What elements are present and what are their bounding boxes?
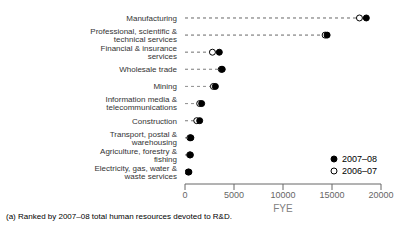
html-text:(a) Ranked by 2007–08 total hu: (a) Ranked by 2007–08 total human resour…: [6, 212, 232, 221]
svg-text:20000: 20000: [368, 190, 389, 200]
svg-text:Agriculture, forestry &fishing: Agriculture, forestry &fishing: [100, 147, 178, 164]
svg-text:Mining: Mining: [153, 82, 177, 91]
svg-text:15000: 15000: [319, 190, 344, 200]
html-text:2006–07: 2006–07: [342, 166, 377, 176]
svg-text:Manufacturing: Manufacturing: [126, 14, 177, 23]
html-text:2007–08: 2007–08: [342, 154, 377, 164]
svg-text:Transport, postal &warehousing: Transport, postal &warehousing: [110, 130, 178, 147]
svg-text:Financial & insuranceservices: Financial & insuranceservices: [101, 44, 178, 61]
svg-text:Wholesale trade: Wholesale trade: [119, 65, 177, 74]
svg-text:5000: 5000: [224, 190, 244, 200]
svg-text:10000: 10000: [270, 190, 295, 200]
svg-text:0: 0: [182, 190, 187, 200]
svg-text:FYE: FYE: [273, 203, 293, 212]
svg-text:Electricity, gas, water &waste: Electricity, gas, water &waste services: [94, 164, 177, 181]
svg-text:Construction: Construction: [132, 117, 177, 126]
svg-text:Information media &telecommuni: Information media &telecommunications: [105, 95, 177, 112]
svg-text:Professional, scientific &tech: Professional, scientific &technical serv…: [90, 27, 177, 44]
